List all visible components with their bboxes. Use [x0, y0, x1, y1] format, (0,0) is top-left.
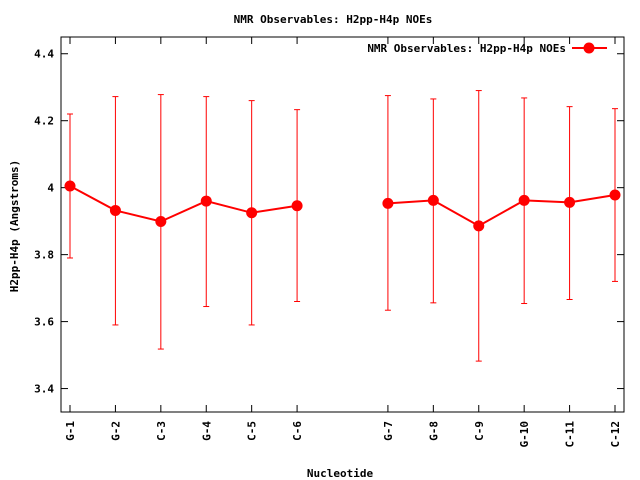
x-tick-label: G-7 — [382, 421, 395, 441]
data-point — [382, 197, 394, 209]
x-tick-label: C-12 — [609, 421, 622, 448]
x-tick-label: C-11 — [564, 421, 577, 448]
x-tick-label: G-1 — [64, 421, 77, 441]
y-tick-label: 3.8 — [34, 249, 54, 262]
data-points — [64, 180, 621, 232]
x-tick-label: G-8 — [427, 421, 440, 441]
data-point — [64, 180, 76, 192]
legend: NMR Observables: H2pp-H4p NOEs — [367, 42, 607, 55]
data-point — [518, 194, 530, 206]
data-point — [246, 207, 258, 219]
data-point — [291, 200, 303, 212]
axis-ticks: 3.4 3.6 3.8 4 4.2 4.4 G-1 G-2 C-3 G-4 C-5 C-6 G-7 G-8… — [34, 37, 624, 448]
data-point — [564, 196, 576, 208]
data-point — [200, 195, 212, 207]
x-tick-label: G-4 — [200, 421, 213, 441]
series-line — [387, 194, 616, 227]
y-tick-label: 3.4 — [34, 383, 54, 396]
x-axis-label: Nucleotide — [307, 467, 374, 480]
y-axis-label: H2pp-H4p (Angstroms) — [8, 160, 21, 292]
plot-frame — [60, 36, 625, 413]
series-lines — [69, 185, 616, 227]
x-tick-label: C-3 — [155, 421, 168, 441]
x-tick-label: C-5 — [246, 421, 259, 441]
data-point — [155, 215, 167, 227]
legend-label: NMR Observables: H2pp-H4p NOEs — [367, 42, 566, 55]
x-tick-label: C-9 — [473, 421, 486, 441]
y-tick-label: 4.4 — [34, 48, 54, 61]
y-tick-label: 4 — [47, 182, 54, 195]
data-point — [473, 220, 485, 232]
x-tick-label: G-10 — [518, 421, 531, 448]
data-point — [427, 194, 439, 206]
legend-marker-swatch — [583, 42, 595, 54]
error-bars — [67, 90, 618, 362]
y-tick-label: 3.6 — [34, 316, 54, 329]
x-tick-label: C-6 — [291, 421, 304, 441]
data-point — [109, 204, 121, 216]
series-line — [69, 185, 298, 223]
x-tick-label: G-2 — [109, 421, 122, 441]
chart-title: NMR Observables: H2pp-H4p NOEs — [234, 13, 433, 26]
data-point — [609, 189, 621, 201]
y-tick-label: 4.2 — [34, 115, 54, 128]
